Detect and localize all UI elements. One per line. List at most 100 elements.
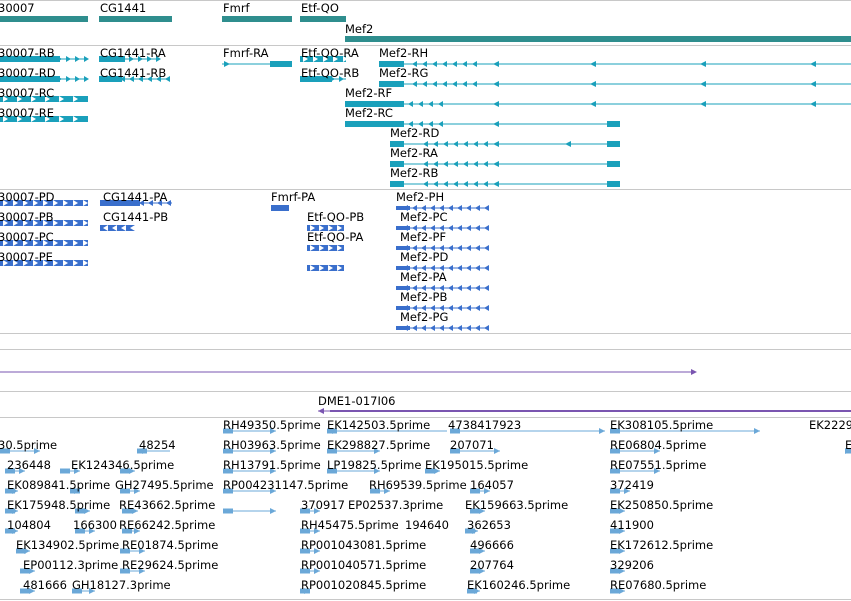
protein-label[interactable]: Etf-QO-PB (307, 210, 365, 224)
protein-label[interactable]: Mef2-PG (400, 310, 449, 324)
strand-arrow (328, 225, 333, 231)
protein-label[interactable]: Etf-QO-PA (307, 230, 364, 244)
protein-label[interactable]: Mef2-PB (400, 290, 448, 304)
est-label[interactable]: E (845, 438, 851, 452)
strand-arrow (472, 61, 477, 67)
est-label[interactable]: RE07680.5prime (610, 578, 707, 592)
gene-label-fmrf[interactable]: Fmrf (223, 1, 250, 15)
transcript-label[interactable]: 30007-RD (0, 66, 56, 80)
transcript-label[interactable]: CG1441-RB (100, 66, 167, 80)
transcript-label[interactable]: 30007-RC (0, 86, 55, 100)
track-separator (0, 349, 851, 350)
est-label[interactable]: RP004231147.5prime (223, 478, 349, 492)
est-label[interactable]: RE01874.5prime (122, 538, 219, 552)
clone-label[interactable]: DME1-017I06 (318, 394, 396, 408)
est-label[interactable]: 370917 (301, 498, 345, 512)
est-label[interactable]: EK298827.5prime (327, 438, 431, 452)
est-label[interactable]: EK250850.5prime (610, 498, 714, 512)
transcript-label[interactable]: Mef2-RC (345, 106, 393, 120)
transcript-label[interactable]: Mef2-RA (390, 146, 438, 160)
est-label[interactable]: EK142503.5prime (327, 418, 431, 432)
est-label[interactable]: RP001040571.5prime (301, 558, 427, 572)
est-label[interactable]: RH49350.5prime (223, 418, 321, 432)
transcript-label[interactable]: 30007-RE (0, 106, 54, 120)
est-label[interactable]: 496666 (470, 538, 514, 552)
est-label[interactable]: 362653 (467, 518, 511, 532)
est-label[interactable]: 329206 (610, 558, 654, 572)
est-label[interactable]: 372419 (610, 478, 654, 492)
protein-label[interactable]: CG1441-PB (103, 210, 169, 224)
est-label[interactable]: RH69539.5prime (369, 478, 467, 492)
est-label[interactable]: 164057 (470, 478, 514, 492)
est-label[interactable]: RH13791.5prime (223, 458, 321, 472)
est-label[interactable]: EK134902.5prime (16, 538, 120, 552)
est-label[interactable]: EP00112.3prime (23, 558, 119, 572)
est-label[interactable]: EK159663.5prime (465, 498, 569, 512)
transcript-label[interactable]: Mef2-RF (345, 86, 393, 100)
est-label[interactable]: GH27495.5prime (115, 478, 214, 492)
transcript-label[interactable]: Mef2-RG (379, 66, 429, 80)
est-label[interactable]: 207764 (470, 558, 514, 572)
est-label[interactable]: RP001043081.5prime (301, 538, 427, 552)
transcript-label[interactable]: 30007-RB (0, 46, 55, 60)
est-label[interactable]: 194640 (405, 518, 449, 532)
protein-label[interactable]: Mef2-PH (396, 190, 445, 204)
est-label[interactable]: 411900 (610, 518, 654, 532)
transcript-label[interactable]: Mef2-RD (390, 126, 440, 140)
est-label[interactable]: 481666 (23, 578, 67, 592)
est-label[interactable]: 4738417923 (448, 418, 522, 432)
protein-label[interactable]: 30007-PB (0, 210, 54, 224)
est-label[interactable]: 48254 (139, 438, 176, 452)
est-label[interactable]: EK195015.5prime (425, 458, 529, 472)
est-label[interactable]: RP001020845.5prime (301, 578, 427, 592)
est-label[interactable]: EK089841.5prime (7, 478, 111, 492)
est-label[interactable]: 166300 (73, 518, 117, 532)
gene-label-cg1441[interactable]: CG1441 (100, 1, 147, 15)
strand-arrow (810, 61, 816, 67)
transcript-label[interactable]: CG1441-RA (100, 46, 166, 60)
protein-label[interactable]: Mef2-PD (400, 250, 449, 264)
est-label[interactable]: EK175948.5prime (7, 498, 111, 512)
protein-label[interactable]: CG1441-PA (103, 190, 168, 204)
protein-label[interactable]: 30007-PC (0, 230, 54, 244)
est-label[interactable]: RE66242.5prime (119, 518, 216, 532)
gene-label-mef2[interactable]: Mef2 (345, 22, 374, 36)
est-label[interactable]: RE29624.5prime (122, 558, 219, 572)
est-label[interactable]: RE06804.5prime (610, 438, 707, 452)
est-label[interactable]: RH03963.5prime (223, 438, 321, 452)
est-label[interactable]: EK2229 (809, 418, 851, 432)
protein-label[interactable]: 30007-PE (0, 250, 53, 264)
gene-label-30007[interactable]: 30007 (0, 1, 35, 15)
est-label[interactable]: EK172612.5prime (610, 538, 714, 552)
est-label[interactable]: 30.5prime (0, 438, 58, 452)
exon-box (307, 245, 344, 251)
gene-label-etf-qo[interactable]: Etf-QO (301, 1, 339, 15)
transcript-label[interactable]: Mef2-RB (390, 166, 439, 180)
transcript-label[interactable]: Etf-QO-RA (301, 46, 359, 60)
protein-label[interactable]: 30007-PD (0, 190, 55, 204)
est-label[interactable]: 104804 (7, 518, 51, 532)
protein-label[interactable]: Fmrf-PA (271, 190, 316, 204)
est-label[interactable]: EK124346.5prime (71, 458, 175, 472)
est-label[interactable]: EK308105.5prime (610, 418, 714, 432)
est-label[interactable]: RE43662.5prime (119, 498, 216, 512)
exon-box (99, 16, 172, 22)
est-label[interactable]: RH45475.5prime (301, 518, 399, 532)
est-label[interactable]: EP02537.3prime (348, 498, 444, 512)
est-label[interactable]: EK160246.5prime (467, 578, 571, 592)
protein-label[interactable]: Mef2-PC (400, 210, 448, 224)
transcript-label[interactable]: Etf-QO-RB (301, 66, 360, 80)
strand-arrow (314, 548, 320, 554)
exon-box (120, 488, 130, 494)
est-label[interactable]: 207071 (450, 438, 494, 452)
est-label[interactable]: 236448 (7, 458, 51, 472)
protein-label[interactable]: Mef2-PF (400, 230, 447, 244)
transcript-label[interactable]: Fmrf-RA (223, 46, 269, 60)
transcript-label[interactable]: Mef2-RH (379, 46, 429, 60)
est-label[interactable]: RE07551.5prime (610, 458, 707, 472)
strand-arrow (403, 225, 408, 231)
protein-label[interactable]: Mef2-PA (400, 270, 447, 284)
est-label[interactable]: GH18127.3prime (72, 578, 171, 592)
est-label[interactable]: LP19825.5prime (327, 458, 422, 472)
